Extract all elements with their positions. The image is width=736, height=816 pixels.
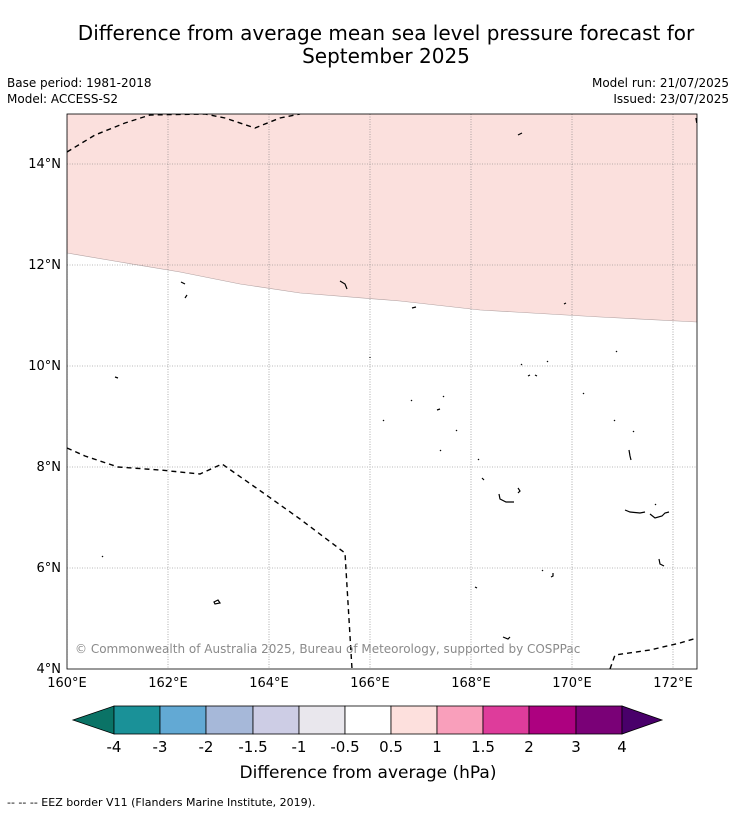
longitude-labels: 160°E 162°E 164°E 166°E 168°E 170°E 172°… — [47, 676, 693, 691]
colorbar-swatch — [575, 705, 623, 735]
graticule — [67, 114, 697, 669]
colorbar-tick-label: 2 — [524, 738, 534, 756]
colorbar-swatch — [344, 705, 392, 735]
colorbar-tick-label: 4 — [617, 738, 627, 756]
colorbar-max-arrow — [621, 705, 664, 735]
lat-label: 8°N — [37, 460, 62, 475]
colorbar-swatch — [252, 705, 300, 735]
colorbar-tick-label: -0.5 — [330, 738, 359, 756]
colorbar-swatch — [390, 705, 438, 735]
model-run-date: Model run: 21/07/2025 — [591, 76, 729, 90]
colorbar-tick-label: -3 — [153, 738, 168, 756]
map-title-line2: September 2025 — [302, 44, 470, 68]
model-name: Model: ACCESS-S2 — [7, 92, 119, 106]
colorbar-swatch — [482, 705, 530, 735]
meta-right: Model run: 21/07/2025 Issued: 23/07/2025 — [592, 75, 729, 107]
lon-label: 166°E — [350, 676, 390, 691]
colorbar-tick-label: -1.5 — [238, 738, 267, 756]
colorbar-tick-label: 3 — [571, 738, 581, 756]
colorbar-swatch — [205, 705, 254, 735]
colorbar-tick-label: 1.5 — [471, 738, 495, 756]
meta-left: Base period: 1981-2018 Model: ACCESS-S2 — [7, 75, 152, 107]
lat-label: 14°N — [28, 157, 61, 172]
colorbar-tick-label: 0.5 — [379, 738, 403, 756]
islands — [101, 132, 670, 640]
colorbar-swatch — [436, 705, 484, 735]
colorbar-swatch — [298, 705, 346, 735]
colorbar-ticks: -4 -3 -2 -1.5 -1 -0.5 0.5 1 1.5 2 3 4 — [107, 738, 627, 756]
eez-borders — [67, 114, 697, 669]
lat-label: 12°N — [28, 258, 61, 273]
lon-label: 160°E — [47, 676, 87, 691]
colorbar — [71, 705, 664, 735]
colorbar-tick-label: -4 — [107, 738, 122, 756]
lon-label: 164°E — [249, 676, 289, 691]
map-title-line1: Difference from average mean sea level p… — [77, 21, 695, 45]
colorbar-min-arrow — [71, 705, 115, 735]
base-period: Base period: 1981-2018 — [7, 76, 152, 90]
copyright-text: © Commonwealth of Australia 2025, Bureau… — [75, 642, 580, 656]
lat-label: 4°N — [37, 662, 62, 677]
colorbar-swatch — [528, 705, 577, 735]
colorbar-tick-label: 1 — [432, 738, 442, 756]
colorbar-swatch — [113, 705, 161, 735]
lon-label: 168°E — [451, 676, 491, 691]
colorbar-tick-label: -2 — [199, 738, 214, 756]
lat-label: 10°N — [28, 359, 61, 374]
colorbar-swatch — [159, 705, 207, 735]
lon-label: 170°E — [552, 676, 592, 691]
lat-label: 6°N — [37, 561, 62, 576]
latitude-labels: 14°N 12°N 10°N 8°N 6°N 4°N — [28, 157, 61, 677]
eez-legend-note: -- -- -- EEZ border V11 (Flanders Marine… — [7, 796, 316, 809]
map-border — [66, 113, 698, 670]
anomaly-region-0.5-1hPa — [67, 114, 697, 323]
issued-date: Issued: 23/07/2025 — [613, 92, 729, 106]
colorbar-title: Difference from average (hPa) — [240, 763, 497, 783]
colorbar-tick-label: -1 — [292, 738, 307, 756]
lon-label: 172°E — [653, 676, 693, 691]
map-title: Difference from average mean sea level p… — [0, 22, 736, 68]
lon-label: 162°E — [148, 676, 188, 691]
